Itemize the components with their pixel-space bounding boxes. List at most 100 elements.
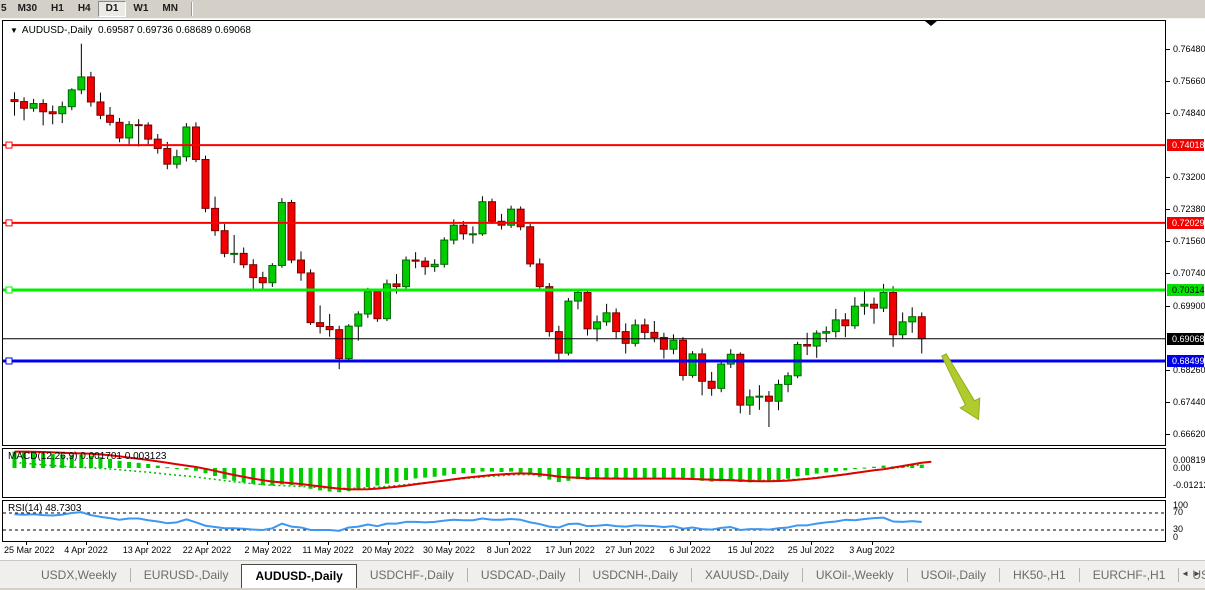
chart-tab-audusd[interactable]: AUDUSD-,Daily	[241, 564, 357, 588]
macd-bar	[31, 452, 36, 468]
macd-bar	[251, 468, 256, 484]
macd-bar	[881, 465, 886, 468]
toolbar-separator	[190, 2, 192, 16]
tab-scroll-left-icon[interactable]: ◄	[1181, 569, 1189, 578]
macd-bar	[872, 466, 876, 468]
candle-body	[306, 272, 315, 324]
tab-separator	[466, 568, 468, 582]
date-axis[interactable]: 25 Mar 2022 4 Apr 2022 13 Apr 2022 22 Apr 2…	[2, 542, 1166, 558]
macd-bar	[60, 454, 65, 468]
chart-tab-eurusd[interactable]: EURUSD-,Daily	[143, 568, 229, 582]
macd-bar	[136, 462, 141, 468]
macd-bar	[365, 468, 370, 488]
x-axis-tick	[570, 542, 571, 545]
tab-scroll-right-icon[interactable]: ►	[1193, 569, 1201, 578]
candle-body	[430, 263, 439, 268]
candle-body	[211, 207, 220, 232]
macd-bar	[556, 468, 561, 482]
line-handle	[5, 141, 13, 149]
candle-body	[488, 201, 496, 222]
chart-tab-usdx[interactable]: USDX,Weekly	[41, 568, 117, 582]
line-handle	[5, 357, 13, 365]
macd-canvas[interactable]	[3, 449, 1165, 497]
candle-body	[39, 103, 48, 113]
chart-tab-usoil[interactable]: USOil-,Daily	[920, 568, 987, 582]
macd-panel[interactable]: MACD(12,26,9) 0.001701 0.003123	[2, 448, 1166, 498]
x-axis-tick	[690, 542, 691, 545]
chart-tab-usoil[interactable]: USOil-,H1	[1192, 568, 1205, 582]
macd-bar	[327, 468, 332, 492]
chart-tab-usdcnh[interactable]: USDCNH-,Daily	[592, 568, 678, 582]
candle-body	[822, 331, 831, 334]
macd-axis-label: 0.008197	[1173, 455, 1205, 465]
x-axis-label: 17 Jun 2022	[545, 545, 595, 555]
candle-body	[392, 283, 401, 288]
y-axis-label: 0.75660	[1173, 75, 1205, 86]
macd-bar	[681, 468, 685, 480]
y-axis-label: 0.72380	[1173, 204, 1205, 215]
x-axis-label: 25 Mar 2022	[4, 545, 55, 555]
rsi-panel[interactable]: RSI(14) 48.7303	[2, 500, 1166, 542]
macd-bar	[346, 468, 351, 492]
macd-bar	[184, 468, 189, 470]
x-axis-tick	[751, 542, 752, 545]
timeframe-button-5[interactable]: 5	[1, 3, 7, 14]
macd-bar	[394, 468, 399, 482]
macd-bar	[585, 468, 590, 480]
arrow-annotation[interactable]	[941, 353, 981, 421]
candle-body	[239, 252, 248, 266]
macd-bar	[910, 465, 915, 468]
candles-layer	[10, 43, 926, 428]
chart-tab-usdcad[interactable]: USDCAD-,Daily	[480, 568, 566, 582]
candle-body	[507, 208, 516, 226]
chart-symbol-period: AUDUSD-,Daily	[21, 25, 93, 36]
candle-body	[402, 259, 411, 288]
rsi-canvas[interactable]	[3, 501, 1165, 541]
timeframe-button-w1[interactable]: W1	[133, 3, 149, 14]
candle-body	[545, 286, 554, 333]
x-axis-label: 27 Jun 2022	[605, 545, 655, 555]
symbol-dropdown-icon[interactable]: ▼	[10, 26, 18, 35]
macd-bar	[518, 468, 523, 473]
candle-body	[679, 339, 687, 376]
y-axis-tick	[1166, 402, 1170, 404]
candle-body	[889, 291, 898, 336]
timeframe-button-m30[interactable]: M30	[17, 3, 38, 14]
timeframe-button-mn[interactable]: MN	[162, 3, 178, 14]
timeframe-button-h4[interactable]: H4	[77, 3, 91, 14]
candle-body	[344, 325, 353, 360]
macd-bar	[50, 454, 55, 468]
chart-tab-xauusd[interactable]: XAUUSD-,Daily	[704, 568, 789, 582]
macd-values: 0.001701 0.003123	[80, 451, 167, 462]
price-axis[interactable]: 0.76480 0.75660 0.74840 0.73200 0.72380 0.715…	[1166, 20, 1205, 542]
candle-body	[191, 126, 200, 160]
macd-bar	[279, 468, 284, 485]
candle-body	[850, 305, 859, 327]
rsi-axis-label: 100	[1173, 500, 1189, 510]
price-chart-canvas[interactable]	[3, 21, 1165, 445]
macd-bar	[480, 468, 485, 472]
timeframe-button-d1[interactable]: D1	[97, 1, 127, 17]
y-axis-label: 0.68260	[1173, 365, 1205, 376]
timeframe-button-h1[interactable]: H1	[51, 3, 64, 14]
price-badge: 0.70314	[1167, 283, 1205, 296]
macd-dotted-line	[14, 461, 922, 490]
candle-body	[67, 89, 76, 108]
chart-tab-ukoil[interactable]: UKOil-,Weekly	[815, 568, 894, 582]
candle-body	[898, 321, 907, 336]
y-axis-label: 0.71560	[1173, 236, 1205, 247]
candle-body	[86, 76, 95, 103]
candle-body	[258, 277, 267, 284]
candle-body	[917, 316, 926, 340]
price-chart-panel[interactable]: ▼ AUDUSD-,Daily 0.69587 0.69736 0.68689 0…	[2, 20, 1166, 446]
chart-tab-hk50[interactable]: HK50-,H1	[1013, 568, 1066, 582]
price-badge: 0.72029	[1167, 216, 1205, 229]
chart-tab-usdchf[interactable]: USDCHF-,Daily	[369, 568, 454, 582]
candle-body	[125, 124, 134, 139]
macd-bar	[451, 468, 456, 474]
line-handle	[5, 286, 13, 294]
chart-tab-eurchf[interactable]: EURCHF-,H1	[1092, 568, 1166, 582]
x-axis-label: 6 Jul 2022	[669, 545, 711, 555]
candle-body	[698, 353, 707, 382]
candle-body	[48, 111, 57, 115]
